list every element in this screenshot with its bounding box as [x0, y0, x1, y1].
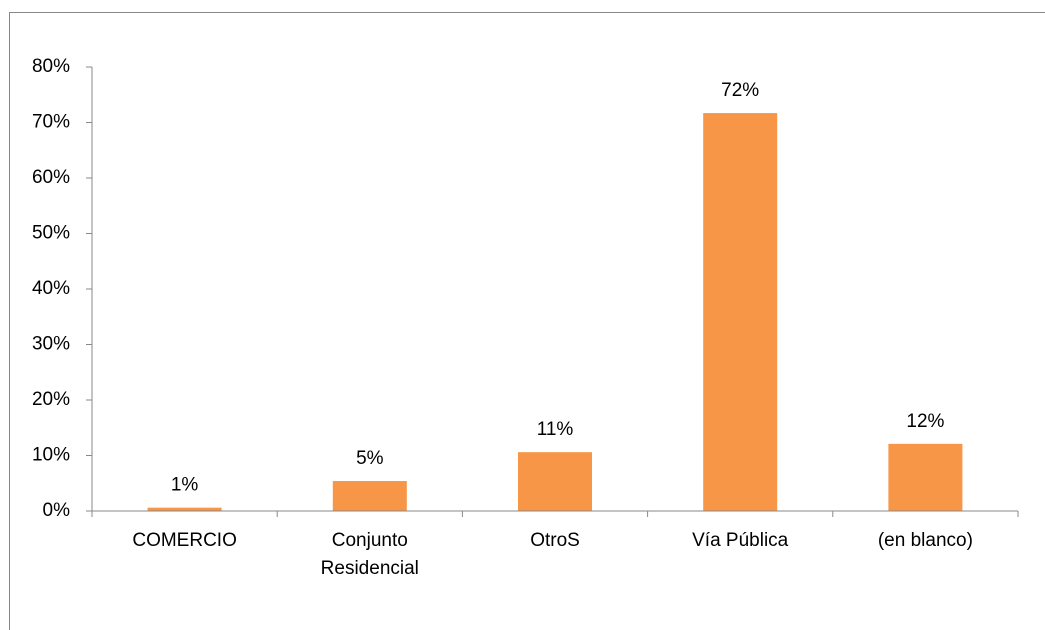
bar	[332, 481, 407, 511]
y-tick-label: 80%	[32, 56, 70, 77]
bar	[147, 507, 222, 511]
bar	[703, 113, 778, 511]
data-label: 11%	[537, 419, 574, 440]
y-tick-label: 60%	[32, 167, 70, 188]
data-label: 1%	[171, 475, 199, 496]
data-label: 5%	[356, 448, 384, 469]
data-label: 12%	[906, 411, 944, 432]
x-tick-label: Conjunto Residencial	[320, 530, 419, 579]
y-tick-label: 20%	[32, 389, 70, 410]
x-tick-label: (en blanco)	[877, 530, 973, 551]
y-tick-label: 0%	[43, 500, 71, 521]
y-tick-label: 50%	[32, 223, 70, 244]
x-tick-label: OtroS	[530, 530, 580, 551]
data-label: 72%	[721, 80, 759, 101]
x-tick-label: COMERCIO	[132, 530, 237, 551]
x-tick-label: Vía Pública	[692, 530, 789, 551]
bar	[888, 443, 963, 511]
y-tick-label: 10%	[32, 445, 70, 466]
y-tick-label: 30%	[32, 334, 70, 355]
y-tick-label: 70%	[32, 112, 70, 133]
y-tick-label: 40%	[32, 278, 70, 299]
bar	[518, 452, 592, 511]
chart-frame	[9, 12, 1045, 630]
